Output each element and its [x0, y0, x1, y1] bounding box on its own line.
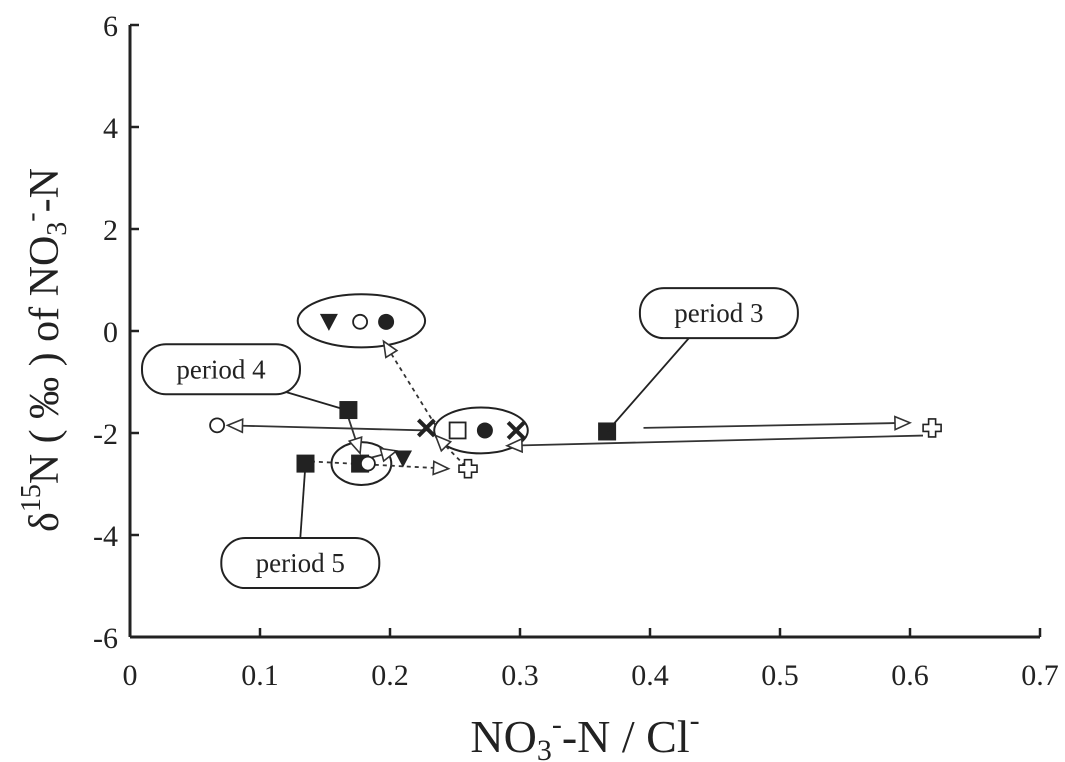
filled-triangle-point	[394, 450, 412, 468]
open-circle-point	[359, 455, 376, 472]
arrow-head	[504, 437, 523, 454]
callout-box	[638, 287, 799, 340]
callout-box	[141, 343, 301, 396]
x-title-sup2: -	[690, 704, 700, 737]
x-tick-label: 0.1	[241, 659, 279, 692]
x-mark-point	[506, 421, 526, 440]
y-tick-label: 4	[103, 112, 118, 145]
group-ellipse	[296, 293, 427, 349]
open-circle-point	[352, 313, 369, 330]
callout-leader	[299, 463, 307, 539]
x-tick-label: 0.7	[1021, 659, 1059, 692]
x-title-sup: -	[552, 708, 562, 741]
callout-label: period 4	[176, 354, 266, 384]
group-ellipse	[433, 406, 529, 455]
trend-arrows	[225, 339, 924, 476]
y-title-sup: 15	[16, 484, 47, 512]
y-title-delta: δ	[22, 512, 68, 532]
axes: 0 0.1 0.2 0.3 0.4 0.5 0.6 0.7 -6 -4 -2 0 2 4 6	[93, 10, 1059, 692]
open-cross-point	[922, 418, 942, 438]
x-tick-label: 0.4	[631, 659, 669, 692]
period-callouts: period 3 period 4 period 5	[141, 287, 799, 590]
open-square-point	[448, 421, 467, 440]
callout-label: period 3	[674, 298, 763, 328]
y-title-mid: N ( ‰ ) of NO	[22, 236, 68, 484]
y-tick-label: -2	[93, 418, 118, 451]
arrow-head	[434, 434, 453, 453]
callout-box	[220, 537, 381, 590]
data-points	[209, 313, 942, 479]
y-tick-label: 2	[103, 214, 118, 247]
callout-leader	[279, 389, 349, 411]
y-title-rest: -N	[22, 168, 68, 212]
y-tick-label: -6	[93, 622, 118, 655]
callout-leader	[606, 337, 690, 433]
arrow-head	[432, 460, 451, 476]
arrow-head	[379, 447, 399, 463]
filled-circle-point	[378, 313, 395, 330]
x-tick-label: 0.2	[371, 659, 409, 692]
x-tick-label: 0.5	[761, 659, 799, 692]
y-tick-label: 0	[103, 316, 118, 349]
y-tick-label: 6	[103, 10, 118, 43]
solid-arrow	[242, 424, 427, 432]
callout-label: period 5	[256, 548, 345, 578]
filled-circle-point	[476, 422, 493, 439]
filled-triangle-point	[319, 313, 338, 331]
dotted-arrow	[390, 353, 437, 426]
open-circle-point	[209, 417, 226, 434]
x-title-sub: 3	[537, 734, 552, 762]
arrow-head	[225, 418, 244, 434]
y-tick-label: -4	[93, 520, 118, 553]
y-axis-title: δ15N ( ‰ ) of NO3--N	[16, 168, 73, 532]
x-mark-point	[416, 418, 436, 438]
x-axis-title: NO3--N / Cl-	[470, 704, 699, 762]
arrow-head	[894, 415, 913, 431]
x-tick-label: 0.3	[501, 659, 539, 692]
x-title-main: NO	[470, 711, 536, 762]
axis-titles: NO3--N / Cl- δ15N ( ‰ ) of NO3--N	[16, 168, 700, 762]
y-title-sup2: -	[16, 212, 47, 221]
arrow-head	[382, 339, 399, 359]
open-cross-point	[458, 458, 478, 479]
x-tick-label: 0	[123, 659, 138, 692]
solid-arrow	[643, 422, 896, 429]
solid-arrow	[521, 434, 924, 447]
x-title-rest: -N / Cl	[562, 711, 690, 762]
solid-arrow	[347, 417, 357, 440]
y-title-sub: 3	[42, 222, 73, 236]
arrow-head	[347, 435, 363, 456]
x-tick-label: 0.6	[891, 659, 929, 692]
